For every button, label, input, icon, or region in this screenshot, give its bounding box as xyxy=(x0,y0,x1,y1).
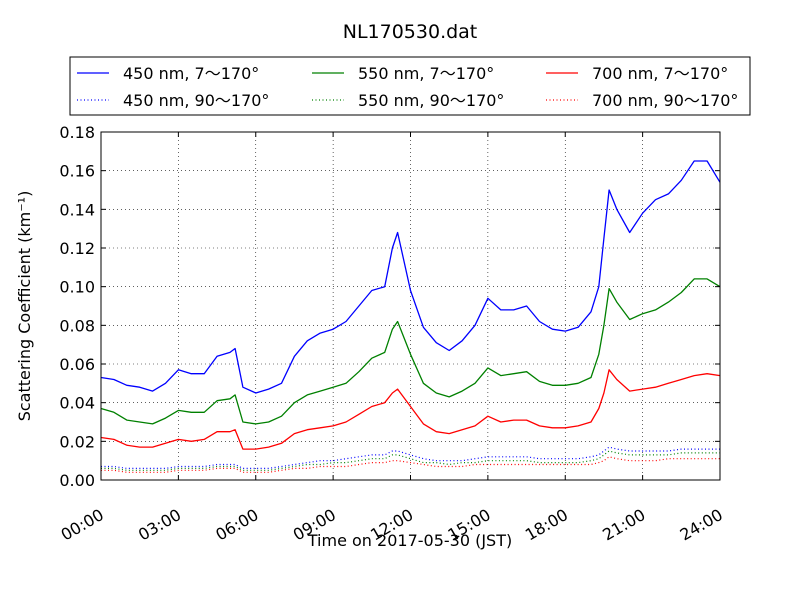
series-line-2 xyxy=(100,369,721,450)
y-tick-label: 0.06 xyxy=(59,355,95,374)
x-tick-label: 00:00 xyxy=(58,505,107,545)
x-tick-label: 03:00 xyxy=(135,505,184,545)
legend-label: 550 nm, 7～170° xyxy=(358,64,494,83)
legend-label: 450 nm, 7～170° xyxy=(123,64,259,83)
y-tick-label: 0.02 xyxy=(59,432,95,451)
series-line-5 xyxy=(101,456,720,473)
y-tick-label: 0.10 xyxy=(59,278,95,297)
axis-ticks: 0.00 0.02 0.04 0.06 0.08 0.10 0.12 0.14 0.16 0.18… xyxy=(58,123,726,545)
grid xyxy=(101,132,720,480)
legend-label: 700 nm, 90～170° xyxy=(592,91,738,110)
legend-label: 700 nm, 7～170° xyxy=(592,64,728,83)
y-tick-label: 0.08 xyxy=(59,316,95,335)
x-tick-label: 06:00 xyxy=(212,505,261,545)
x-tick-label: 18:00 xyxy=(522,505,571,545)
series-line-3 xyxy=(101,446,720,469)
y-tick-label: 0.04 xyxy=(59,394,95,413)
y-tick-label: 0.18 xyxy=(59,123,95,142)
legend-label: 450 nm, 90～170° xyxy=(123,91,269,110)
legend-frame xyxy=(69,56,751,116)
y-tick-label: 0.14 xyxy=(59,200,95,219)
series-line-4 xyxy=(101,450,720,471)
series-layer xyxy=(100,160,721,473)
chart-title: NL170530.dat xyxy=(343,21,478,43)
series-line-1 xyxy=(100,278,721,425)
series-line-0 xyxy=(100,160,721,394)
y-tick-label: 0.00 xyxy=(59,471,95,490)
y-tick-label: 0.16 xyxy=(59,162,95,181)
x-tick-label: 24:00 xyxy=(677,505,726,545)
y-tick-label: 0.12 xyxy=(59,239,95,258)
x-axis-label: Time on 2017-05-30 (JST) xyxy=(307,531,512,550)
x-tick-label: 21:00 xyxy=(599,505,648,545)
y-axis-label: Scattering Coefficient (km⁻¹) xyxy=(15,191,34,422)
legend-label: 550 nm, 90～170° xyxy=(358,91,504,110)
legend: 450 nm, 7～170° 550 nm, 7～170° 700 nm, 7～17… xyxy=(69,56,751,116)
